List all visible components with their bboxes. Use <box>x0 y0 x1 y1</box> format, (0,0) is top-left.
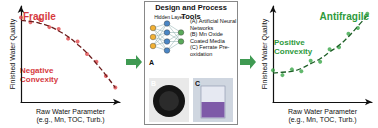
svg-text:Positive: Positive <box>274 38 305 47</box>
svg-text:Hidden Layer: Hidden Layer <box>154 14 184 20</box>
svg-text:Finished Water Quality: Finished Water Quality <box>261 18 269 89</box>
svg-text:A: A <box>149 59 154 66</box>
svg-text:Finished Water Quality: Finished Water Quality <box>9 18 17 89</box>
svg-text:Raw Water Parameter: Raw Water Parameter <box>288 108 358 115</box>
svg-text:(e.g., Mn, TOC, Turb.): (e.g., Mn, TOC, Turb.) <box>288 116 356 124</box>
svg-text:Antifragile: Antifragile <box>320 11 370 22</box>
svg-text:Raw Water Parameter: Raw Water Parameter <box>36 108 106 115</box>
svg-text:(e.g., Mn, TOC, Turb.): (e.g., Mn, TOC, Turb.) <box>36 116 104 124</box>
svg-text:B: B <box>151 80 156 87</box>
svg-text:Fragile: Fragile <box>23 11 56 22</box>
svg-text:Convexity: Convexity <box>20 75 59 84</box>
svg-text:C: C <box>195 80 200 87</box>
svg-text:Convexity: Convexity <box>274 47 313 56</box>
svg-text:Negative: Negative <box>20 66 54 75</box>
